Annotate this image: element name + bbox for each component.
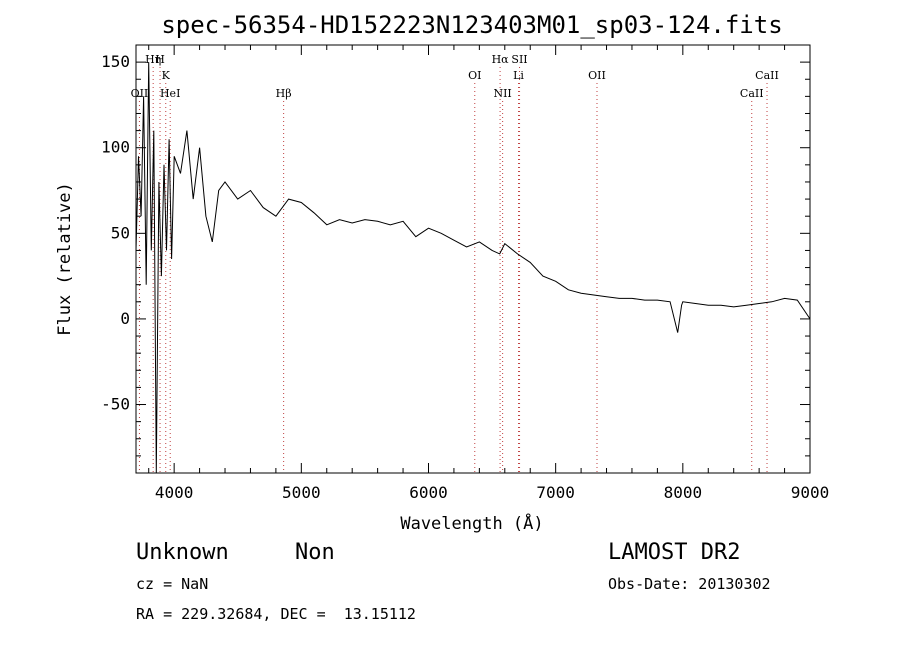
plot-frame xyxy=(135,44,811,474)
line-marker-label: H xyxy=(155,53,165,66)
axis-ticks: 4000 5000 6000 7000 8000 9000 -50 0 50 100 150 xyxy=(101,45,829,502)
y-tick-label: 0 xyxy=(120,309,130,328)
coordinates-text: RA = 229.32684, DEC = 13.15112 xyxy=(136,605,416,623)
y-axis-label: Flux (relative) xyxy=(55,182,75,336)
obs-date-text: Obs-Date: 20130302 xyxy=(608,575,771,593)
survey-name: LAMOST DR2 xyxy=(608,540,741,565)
line-marker-label: HeI xyxy=(160,87,180,100)
line-marker-label: Li xyxy=(513,69,524,82)
y-tick-label: 100 xyxy=(101,138,130,157)
chart-title: spec-56354-HD152223N123403M01_sp03-124.f… xyxy=(161,11,782,39)
spectrum-chart: spec-56354-HD152223N123403M01_sp03-124.f… xyxy=(55,11,829,534)
line-marker-label: NII xyxy=(493,87,511,100)
x-tick-label: 4000 xyxy=(155,483,194,502)
x-tick-label: 8000 xyxy=(664,483,703,502)
y-tick-label: 50 xyxy=(111,223,130,242)
line-marker-label: Hβ xyxy=(276,87,292,100)
object-class: Unknown xyxy=(136,540,229,565)
line-marker-label: CaII xyxy=(740,87,764,100)
line-marker-label: OII xyxy=(131,87,149,100)
y-tick-label: 150 xyxy=(101,52,130,71)
line-marker-label: OI xyxy=(468,69,481,82)
x-tick-label: 5000 xyxy=(282,483,321,502)
x-tick-label: 9000 xyxy=(791,483,830,502)
line-marker-label: Hα xyxy=(492,53,510,66)
object-subclass: Non xyxy=(295,540,335,565)
line-marker-label: K xyxy=(162,69,171,82)
spectrum-series-line xyxy=(135,62,811,474)
x-tick-label: 6000 xyxy=(409,483,448,502)
x-axis-label: Wavelength (Å) xyxy=(400,512,543,534)
line-marker-label: CaII xyxy=(755,69,779,82)
line-marker-label: OII xyxy=(588,69,606,82)
line-marker-label: SII xyxy=(511,53,527,66)
redshift-text: cz = NaN xyxy=(136,575,209,593)
x-tick-label: 7000 xyxy=(536,483,575,502)
y-tick-label: -50 xyxy=(101,395,130,414)
